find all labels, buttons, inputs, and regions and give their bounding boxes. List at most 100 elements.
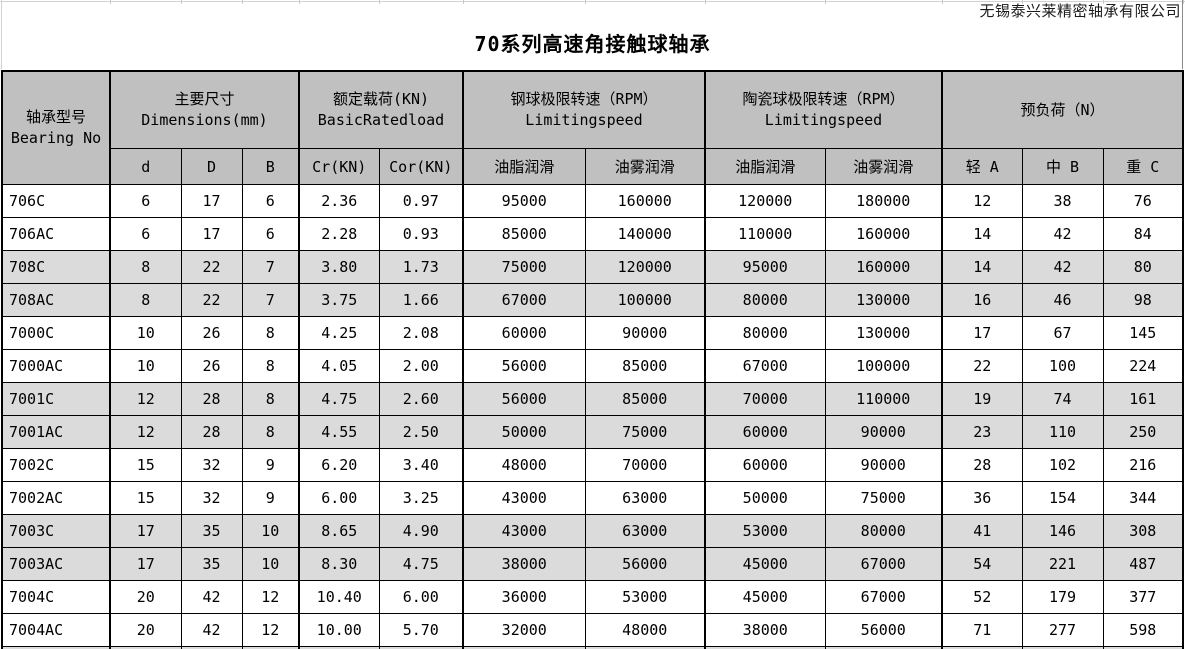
- value-cell: 12: [109, 382, 182, 416]
- value-cell: 70000: [584, 448, 706, 482]
- value-cell: 71: [941, 613, 1023, 647]
- value-cell: 140000: [584, 217, 706, 251]
- value-cell: 17: [941, 316, 1023, 350]
- sub-header: 油雾润滑: [584, 148, 706, 185]
- bearing-model-cell: 706AC: [1, 217, 111, 251]
- value-cell: 120000: [584, 250, 706, 284]
- value-cell: 2.36: [298, 184, 380, 218]
- sheet-gridline-tick: [181, 0, 182, 4]
- bearing-model-cell: 7002C: [1, 448, 111, 482]
- value-cell: 5.70: [378, 613, 464, 647]
- value-cell: 42: [180, 580, 243, 614]
- value-cell: 80000: [704, 283, 826, 317]
- value-cell: 4.75: [298, 382, 380, 416]
- table-row: 708AC 8 22 7 3.75 1.66 67000 100000 80000 130000 1…: [1, 283, 1184, 317]
- sub-header: 轻 A: [941, 148, 1023, 185]
- sheet-gridline-tick: [705, 0, 706, 4]
- value-cell: 10: [109, 349, 182, 383]
- sheet-gridline-horizontal: [0, 1, 1185, 2]
- value-cell: 6.00: [298, 481, 380, 515]
- value-cell: 38000: [704, 613, 826, 647]
- value-cell: 3.75: [298, 283, 380, 317]
- bearing-spec-table: 轴承型号 Bearing No 主要尺寸 Dimensions(mm) 额定载荷(KN)…: [1, 70, 1184, 649]
- bearing-model-cell: 7002AC: [1, 481, 111, 515]
- value-cell: 84: [1102, 217, 1184, 251]
- value-cell: 67000: [462, 283, 586, 317]
- value-cell: 56000: [824, 613, 943, 647]
- value-cell: 8: [109, 250, 182, 284]
- value-cell: 6: [241, 217, 300, 251]
- value-cell: 36: [941, 481, 1023, 515]
- table-row: 706C 6 17 6 2.36 0.97 95000 160000 120000 180000 1…: [1, 184, 1184, 218]
- value-cell: 110: [1021, 415, 1104, 449]
- value-cell: 6.20: [298, 448, 380, 482]
- value-cell: 50000: [462, 415, 586, 449]
- bearing-model-cell: 7003C: [1, 514, 111, 548]
- value-cell: 4.90: [378, 514, 464, 548]
- sheet-gridline-tick: [1183, 0, 1184, 4]
- value-cell: 1.66: [378, 283, 464, 317]
- value-cell: 3.40: [378, 448, 464, 482]
- bearing-model-cell: 706C: [1, 184, 111, 218]
- value-cell: 74: [1021, 382, 1104, 416]
- value-cell: 75000: [824, 481, 943, 515]
- table-row: 708C 8 22 7 3.80 1.73 75000 120000 95000 160000 14…: [1, 250, 1184, 284]
- sheet-gridline-tick: [110, 0, 111, 4]
- sheet-gridline-tick: [299, 0, 300, 4]
- value-cell: 16: [941, 283, 1023, 317]
- value-cell: 2.50: [378, 415, 464, 449]
- bearing-model-cell: 7004AC: [1, 613, 111, 647]
- header-label-zh: 额定载荷(KN): [332, 90, 430, 108]
- value-cell: 160000: [824, 250, 943, 284]
- table-row: 7002AC 15 32 9 6.00 3.25 43000 63000 50000 75000 3…: [1, 481, 1184, 515]
- value-cell: 67: [1021, 316, 1104, 350]
- table-row: 7003C 17 35 10 8.65 4.90 43000 63000 53000 80000 4…: [1, 514, 1184, 548]
- value-cell: 60000: [462, 316, 586, 350]
- column-group-header: 额定载荷(KN) BasicRatedload: [298, 70, 464, 149]
- value-cell: 36000: [462, 580, 586, 614]
- value-cell: 120000: [704, 184, 826, 218]
- value-cell: 0.93: [378, 217, 464, 251]
- value-cell: 224: [1102, 349, 1184, 383]
- value-cell: 45000: [704, 547, 826, 581]
- value-cell: 90000: [584, 316, 706, 350]
- value-cell: 90000: [824, 415, 943, 449]
- value-cell: 35: [180, 514, 243, 548]
- column-group-header: 陶瓷球极限转速（RPM） Limitingspeed: [704, 70, 943, 149]
- column-group-header: 钢球极限转速（RPM） Limitingspeed: [462, 70, 706, 149]
- bearing-model-cell: 7004C: [1, 580, 111, 614]
- table-row: 7000AC 10 26 8 4.05 2.00 56000 85000 67000 100000…: [1, 349, 1184, 383]
- value-cell: 8.65: [298, 514, 380, 548]
- value-cell: 146: [1021, 514, 1104, 548]
- column-group-header: 主要尺寸 Dimensions(mm): [109, 70, 300, 149]
- value-cell: 17: [109, 514, 182, 548]
- value-cell: 42: [180, 613, 243, 647]
- value-cell: [1102, 646, 1184, 649]
- table-row: 7000C 10 26 8 4.25 2.08 60000 90000 80000 130000 1…: [1, 316, 1184, 350]
- bearing-model-cell: 708C: [1, 250, 111, 284]
- value-cell: 17: [180, 184, 243, 218]
- value-cell: 70000: [704, 382, 826, 416]
- value-cell: 7: [241, 283, 300, 317]
- value-cell: 28: [941, 448, 1023, 482]
- value-cell: 12: [241, 613, 300, 647]
- value-cell: 63000: [584, 514, 706, 548]
- value-cell: 45000: [704, 580, 826, 614]
- value-cell: 50000: [704, 481, 826, 515]
- value-cell: 52: [941, 580, 1023, 614]
- value-cell: 53000: [584, 580, 706, 614]
- value-cell: 22: [941, 349, 1023, 383]
- value-cell: 90000: [824, 448, 943, 482]
- value-cell: 98: [1102, 283, 1184, 317]
- value-cell: 10: [241, 547, 300, 581]
- value-cell: 3.25: [378, 481, 464, 515]
- value-cell: 130000: [824, 316, 943, 350]
- table-row: 7004C 20 42 12 10.40 6.00 36000 53000 45000 67000…: [1, 580, 1184, 614]
- value-cell: 160000: [824, 217, 943, 251]
- value-cell: 56000: [462, 382, 586, 416]
- value-cell: 130000: [824, 283, 943, 317]
- value-cell: 377: [1102, 580, 1184, 614]
- sub-header: 油脂润滑: [704, 148, 826, 185]
- value-cell: 221: [1021, 547, 1104, 581]
- sub-header: Cor(KN): [378, 148, 464, 185]
